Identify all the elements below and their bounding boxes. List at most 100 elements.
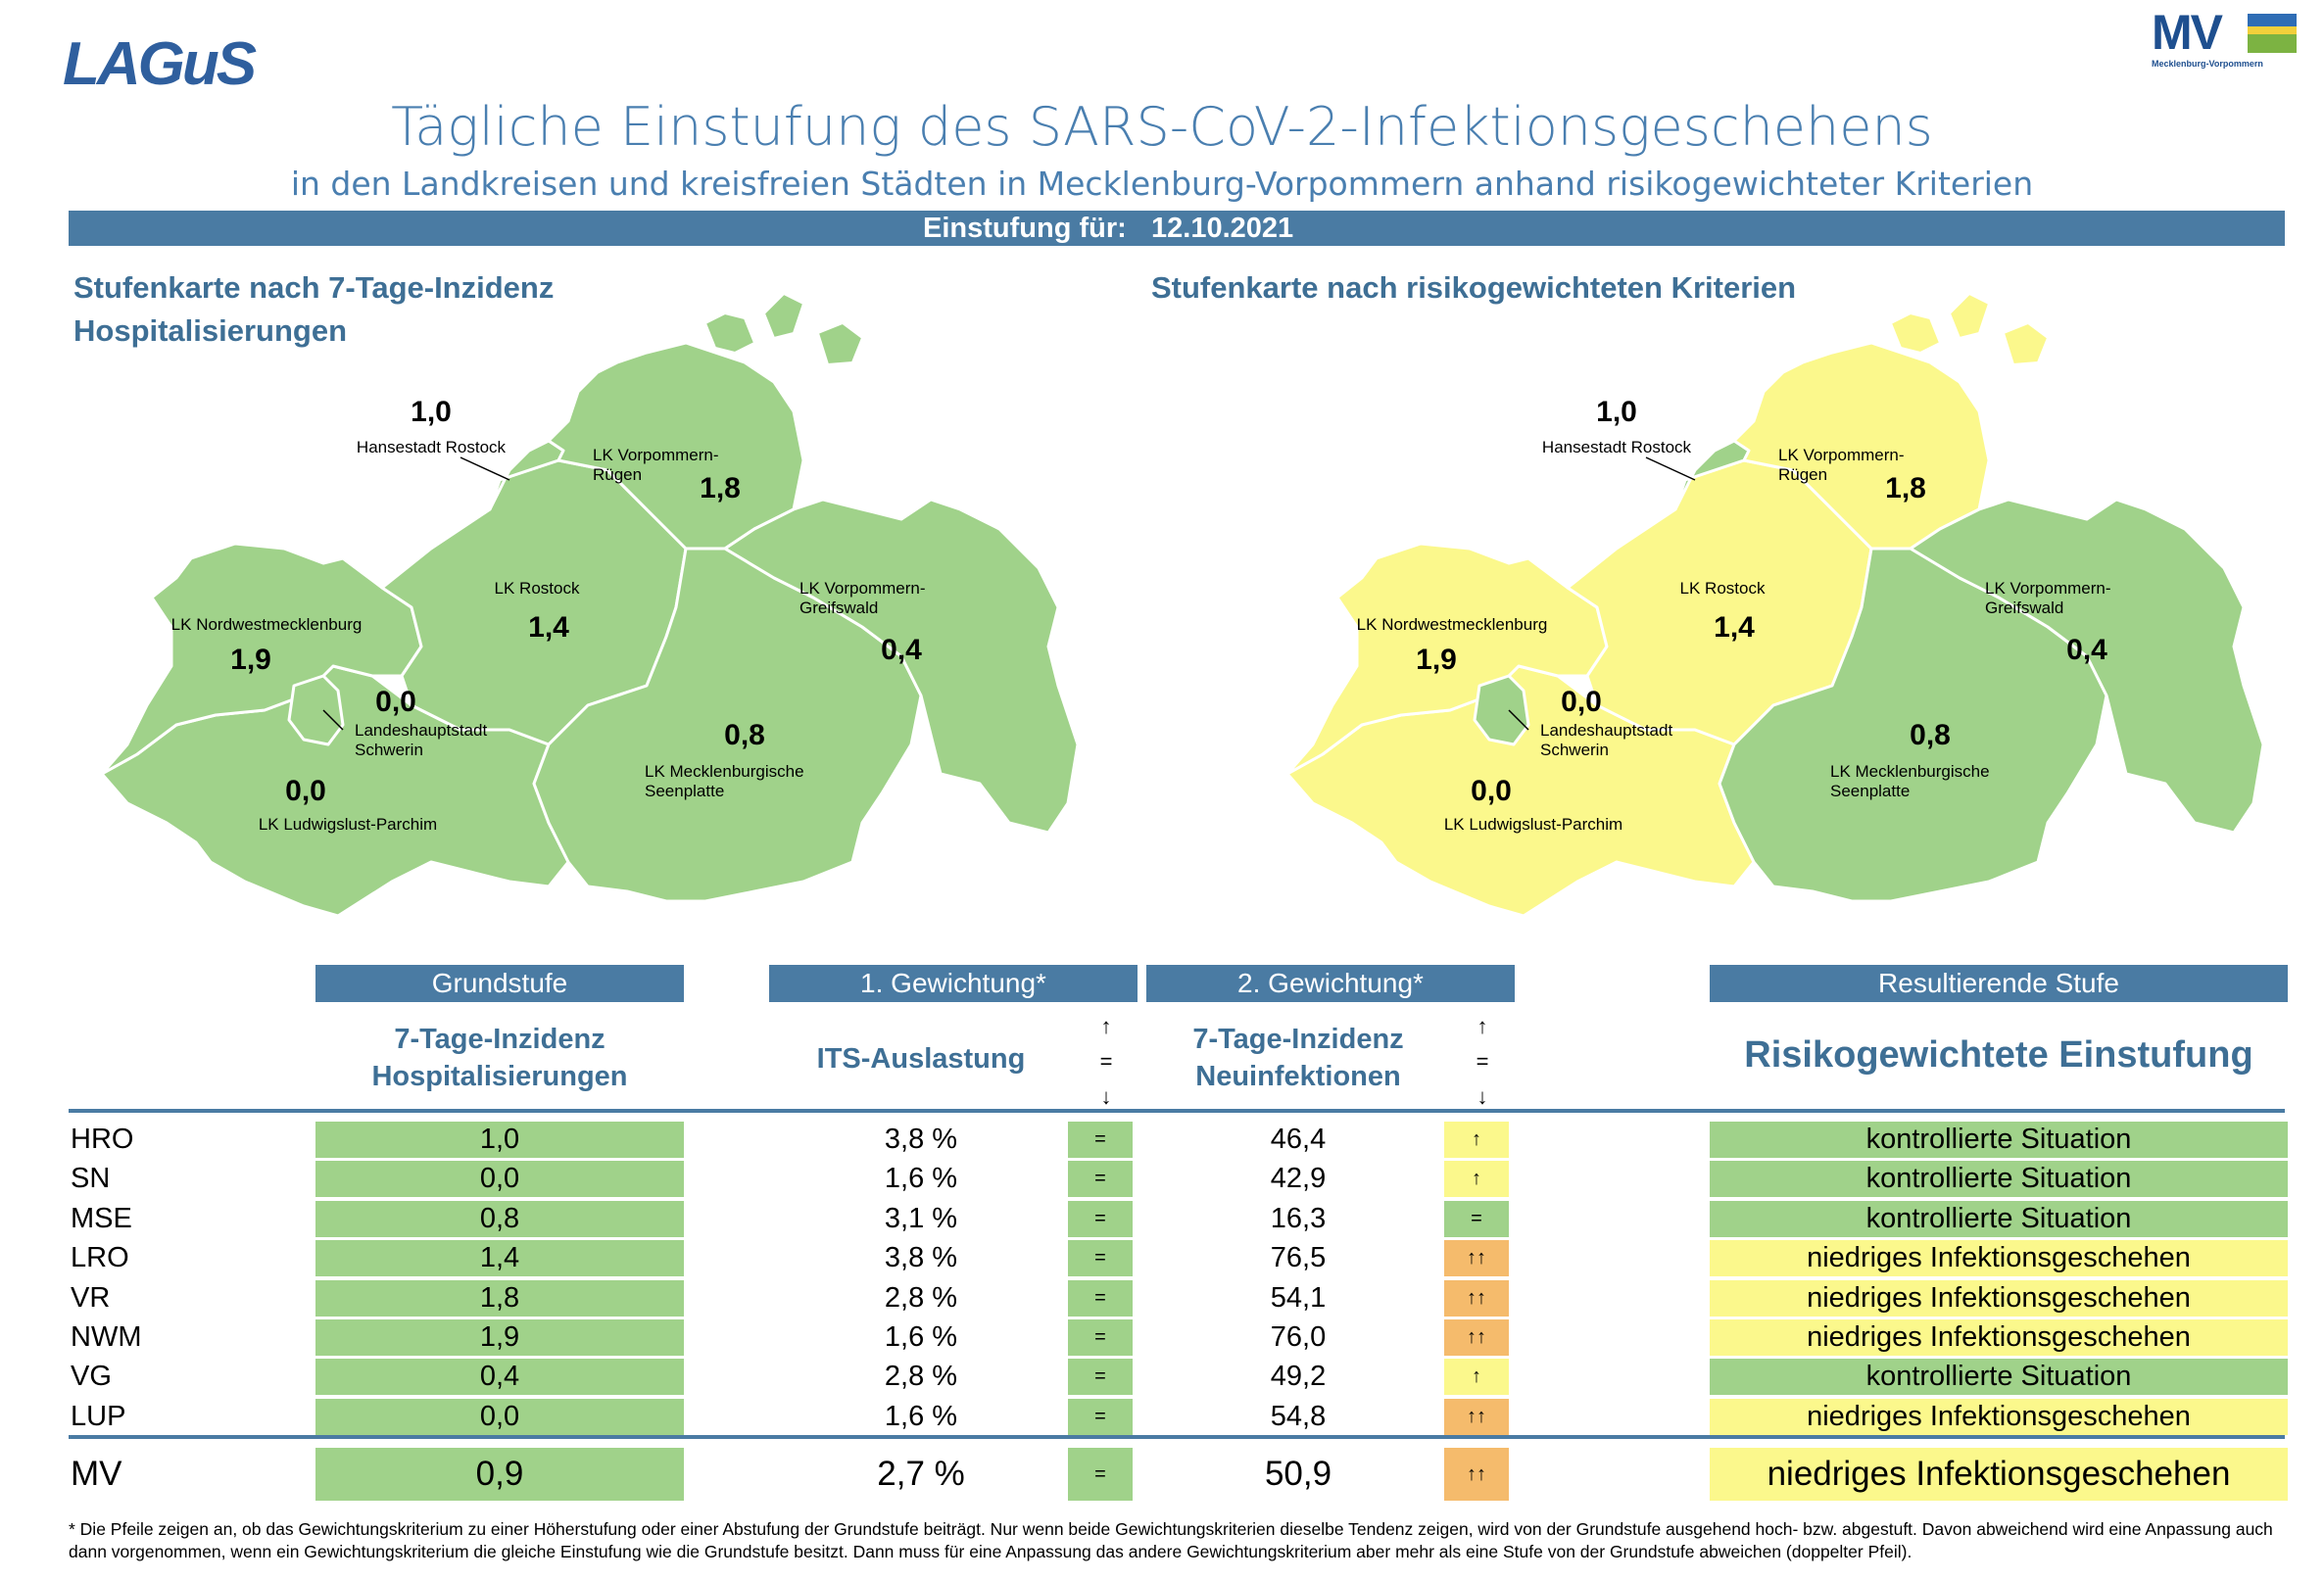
label-vr-name-2: Rügen	[1778, 465, 1827, 484]
row-vr-its-trend: =	[1068, 1279, 1133, 1317]
left-map-title-line-2: Hospitalisierungen	[73, 313, 348, 348]
label-vg-value: 0,4	[2066, 634, 2107, 666]
label-mse-value: 0,8	[724, 719, 765, 751]
row-lro-label: LRO	[71, 1242, 129, 1274]
inz-arrow-up-icon: ↑	[1477, 1014, 1488, 1038]
region-mse	[1718, 547, 2108, 903]
row-hro-label: HRO	[71, 1124, 134, 1155]
label-vr-name-1: LK Vorpommern-	[593, 446, 719, 464]
label-lro-value: 1,4	[528, 611, 569, 644]
mv-logo: MV Mecklenburg-Vorpommern	[2152, 5, 2299, 72]
subheader-grundstufe-line-2: Hospitalisierungen	[371, 1061, 628, 1092]
row-vr-inzidenz: 54,1	[1270, 1281, 1327, 1314]
row-lro-its-trend: =	[1068, 1240, 1133, 1277]
region-sn	[287, 674, 345, 746]
label-sn-name-1: Landeshauptstadt	[1540, 721, 1672, 740]
lagus-logo: LAGuS	[63, 30, 257, 98]
row-mse-inz-trend: =	[1444, 1200, 1509, 1237]
label-hro-name: Hansestadt Rostock	[1542, 438, 1692, 456]
row-vg-inz-trend: ↑	[1444, 1359, 1509, 1396]
label-vr-name-1: LK Vorpommern-	[1778, 446, 1905, 464]
label-sn-value: 0,0	[375, 686, 416, 718]
label-sn-name-2: Schwerin	[355, 741, 423, 759]
label-vr-name-2: Rügen	[593, 465, 642, 484]
label-vr-value: 1,8	[1885, 472, 1926, 504]
row-hro-inzidenz: 46,4	[1270, 1124, 1327, 1155]
label-lup-value: 0,0	[1471, 775, 1512, 807]
its-arrow-eq-icon: =	[1099, 1049, 1113, 1074]
label-lup-name: LK Ludwigslust-Parchim	[259, 815, 437, 834]
row-lup-its: 1,6 %	[884, 1400, 958, 1432]
header-resultierende-stufe: Resultierende Stufe	[1710, 965, 2288, 1002]
label-lro-name: LK Rostock	[1680, 579, 1766, 598]
row-lro-inz-trend: ↑↑	[1444, 1240, 1509, 1277]
row-lro-grundstufe: 1,4	[315, 1240, 684, 1277]
region-mse	[532, 547, 923, 903]
row-lro-inzidenz: 76,5	[1270, 1242, 1327, 1274]
row-vg-its-trend: =	[1068, 1359, 1133, 1396]
row-total-its: 2,7 %	[877, 1455, 965, 1493]
row-total-inzidenz: 50,9	[1264, 1455, 1332, 1493]
row-vr-result: niedriges Infektionsgeschehen	[1710, 1279, 2288, 1317]
table-top-rule	[69, 1109, 2285, 1113]
label-mse-name-1: LK Mecklenburgische	[1830, 762, 1990, 781]
leader-line-1	[1645, 456, 1696, 481]
label-nwm-value: 1,9	[230, 644, 271, 676]
row-vg-result: kontrollierte Situation	[1710, 1359, 2288, 1396]
row-nwm-inzidenz: 76,0	[1270, 1321, 1327, 1353]
row-sn-inzidenz: 42,9	[1270, 1163, 1327, 1195]
region-nwm	[100, 542, 423, 776]
subheader-inzidenz: 7-Tage-Inzidenz Neuinfektionen	[1146, 1021, 1450, 1095]
row-sn-label: SN	[71, 1163, 111, 1195]
left-map-title-line-1: Stufenkarte nach 7-Tage-Inzidenz	[73, 270, 555, 305]
row-vr-grundstufe: 1,8	[315, 1279, 684, 1317]
row-total-its-trend: =	[1068, 1448, 1133, 1501]
row-lro-its: 3,8 %	[884, 1242, 958, 1274]
label-vg-value: 0,4	[881, 634, 922, 666]
row-hro-its-trend: =	[1068, 1122, 1133, 1158]
date-label: Einstufung für:	[923, 213, 1127, 244]
label-lro-value: 1,4	[1714, 611, 1755, 644]
label-vg-name-2: Greifswald	[799, 599, 878, 617]
row-mse-its-trend: =	[1068, 1200, 1133, 1237]
inz-arrow-eq-icon: =	[1476, 1049, 1489, 1074]
row-total-grundstufe: 0,9	[315, 1448, 684, 1501]
row-vg-grundstufe: 0,4	[315, 1359, 684, 1396]
subheader-grundstufe-line-1: 7-Tage-Inzidenz	[394, 1024, 605, 1055]
date-value: 12.10.2021	[1151, 213, 1294, 244]
row-lup-grundstufe: 0,0	[315, 1398, 684, 1435]
row-mse-result: kontrollierte Situation	[1710, 1200, 2288, 1237]
its-arrow-legend: ↑ = ↓	[1091, 1009, 1121, 1115]
table-bottom-rule	[69, 1435, 2285, 1439]
row-mse-inzidenz: 16,3	[1270, 1202, 1327, 1234]
row-hro-inz-trend: ↑	[1444, 1122, 1509, 1158]
row-sn-inz-trend: ↑	[1444, 1161, 1509, 1198]
region-nwm	[1285, 542, 1609, 776]
label-sn-name-1: Landeshauptstadt	[355, 721, 487, 740]
row-lup-result: niedriges Infektionsgeschehen	[1710, 1398, 2288, 1435]
label-hro-value: 1,0	[411, 396, 452, 428]
page-subtitle: in den Landkreisen und kreisfreien Städt…	[290, 165, 2034, 203]
row-nwm-label: NWM	[71, 1321, 142, 1353]
island-1	[1889, 311, 1942, 355]
row-vr-inz-trend: ↑↑	[1444, 1279, 1509, 1317]
label-vg-name-1: LK Vorpommern-	[1985, 579, 2111, 598]
row-mse-label: MSE	[71, 1202, 132, 1234]
row-hro-its: 3,8 %	[884, 1124, 958, 1155]
region-vg	[723, 498, 1078, 835]
subheader-inzidenz-line-2: Neuinfektionen	[1195, 1061, 1401, 1092]
label-mse-name-1: LK Mecklenburgische	[645, 762, 804, 781]
header-gewichtung-1: 1. Gewichtung*	[769, 965, 1138, 1002]
label-hro-name: Hansestadt Rostock	[357, 438, 507, 456]
island-2	[1948, 292, 1991, 340]
leader-line-2	[1508, 709, 1529, 731]
row-nwm-its: 1,6 %	[884, 1321, 958, 1353]
row-vr-label: VR	[71, 1281, 111, 1314]
row-lup-inzidenz: 54,8	[1270, 1400, 1327, 1432]
label-sn-value: 0,0	[1561, 686, 1602, 718]
region-vr	[1732, 341, 1991, 551]
its-arrow-up-icon: ↑	[1100, 1014, 1112, 1038]
inz-arrow-legend: ↑ = ↓	[1468, 1009, 1497, 1115]
row-mse-grundstufe: 0,8	[315, 1200, 684, 1237]
